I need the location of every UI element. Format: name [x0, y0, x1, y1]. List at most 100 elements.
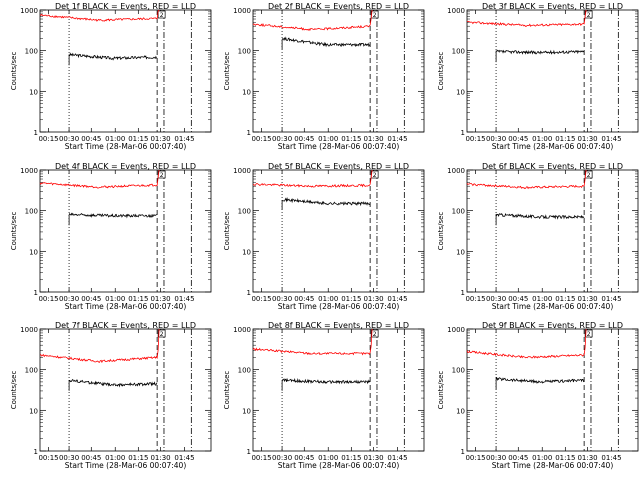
lld-series-line: [466, 328, 587, 359]
x-tick-label: 01:30: [363, 295, 383, 303]
x-tick-label: 01:30: [150, 135, 170, 143]
x-tick-label: 00:30: [59, 135, 79, 143]
x-tick-label: 00:30: [272, 135, 292, 143]
x-tick-label: 01:45: [174, 295, 194, 303]
x-tick-label: 01:00: [318, 135, 338, 143]
panel-title: Det 6f BLACK = Events, RED = LLD: [482, 162, 623, 171]
y-tick-label: 10: [242, 407, 251, 415]
x-tick-label: 01:45: [601, 454, 621, 462]
y-tick-label: 100: [238, 208, 251, 216]
plot-frame: [466, 9, 639, 133]
y-tick-label: 10: [456, 248, 465, 256]
panel-3: Det 3f BLACK = Events, RED = LLD 1 10 100 10…: [437, 2, 639, 151]
panel-9: Det 9f BLACK = Events, RED = LLD 1 10 100 10…: [437, 321, 639, 470]
panel-8: Det 8f BLACK = Events, RED = LLD 1 10 100 10…: [223, 321, 425, 470]
y-tick-label: 10: [29, 248, 38, 256]
y-tick-label: 10: [456, 407, 465, 415]
x-tick-label: 01:15: [128, 135, 148, 143]
x-tick-label: 00:45: [508, 295, 528, 303]
x-tick-label: 01:00: [318, 295, 338, 303]
x-tick-label: 01:45: [387, 135, 407, 143]
x-tick-label: 00:45: [508, 454, 528, 462]
panel-5: Det 5f BLACK = Events, RED = LLD 1 10 100 10…: [223, 162, 425, 311]
lld-series-line: [39, 328, 160, 364]
lld-series-line: [39, 169, 160, 189]
y-tick-label: 10: [242, 88, 251, 96]
x-tick-label: 01:00: [105, 135, 125, 143]
y-tick-label: 1: [461, 448, 465, 456]
marker-box: [370, 329, 379, 338]
y-tick-label: 100: [452, 208, 465, 216]
x-tick-label: 01:15: [555, 135, 575, 143]
x-tick-label: 00:45: [81, 135, 101, 143]
marker-label: 2: [373, 331, 377, 338]
y-tick-label: 1000: [233, 7, 251, 15]
panel-title: Det 7f BLACK = Events, RED = LLD: [55, 321, 196, 330]
x-tick-label: 00:30: [486, 135, 506, 143]
x-tick-label: 01:45: [174, 135, 194, 143]
panel-1: Det 1f BLACK = Events, RED = LLD 1 10 100 10…: [10, 2, 212, 151]
plot-frame: [252, 328, 425, 452]
events-series-line: [281, 196, 371, 210]
y-tick-label: 1000: [233, 326, 251, 334]
y-tick-label: 1000: [447, 7, 465, 15]
y-tick-label: 1000: [447, 167, 465, 175]
x-tick-label: 01:45: [174, 454, 194, 462]
x-axis-label: Start Time (28-Mar-06 00:07:40): [278, 302, 400, 311]
x-tick-label: 01:30: [363, 454, 383, 462]
y-tick-label: 1: [461, 289, 465, 297]
x-tick-label: 00:45: [294, 135, 314, 143]
marker-box: [584, 170, 593, 179]
x-axis-label: Start Time (28-Mar-06 00:07:40): [492, 302, 614, 311]
x-tick-label: 00:30: [59, 295, 79, 303]
x-tick-label: 00:45: [294, 295, 314, 303]
events-series-line: [495, 376, 585, 390]
plot-frame: [252, 169, 425, 293]
x-tick-label: 01:00: [532, 295, 552, 303]
y-axis-label: Counts/sec: [223, 212, 231, 251]
y-tick-label: 1: [34, 448, 38, 456]
panel-title: Det 9f BLACK = Events, RED = LLD: [482, 321, 623, 330]
x-tick-label: 00:30: [59, 454, 79, 462]
y-tick-label: 100: [452, 48, 465, 56]
x-tick-label: 00:45: [294, 454, 314, 462]
y-tick-label: 1000: [233, 167, 251, 175]
x-axis-label: Start Time (28-Mar-06 00:07:40): [278, 461, 400, 470]
y-tick-label: 100: [25, 367, 38, 375]
plot-frame: [466, 328, 639, 452]
x-tick-label: 01:15: [555, 295, 575, 303]
x-tick-label: 00:15: [38, 135, 58, 143]
y-tick-label: 10: [242, 248, 251, 256]
x-tick-label: 00:30: [272, 295, 292, 303]
panel-title: Det 5f BLACK = Events, RED = LLD: [268, 162, 409, 171]
x-tick-label: 01:30: [577, 295, 597, 303]
marker-box: [584, 329, 593, 338]
y-tick-label: 1: [247, 129, 251, 137]
events-series-line: [495, 212, 585, 226]
marker-label: 2: [587, 12, 591, 19]
y-tick-label: 1: [34, 129, 38, 137]
x-tick-label: 01:45: [601, 135, 621, 143]
x-tick-label: 00:45: [81, 295, 101, 303]
marker-label: 2: [160, 331, 164, 338]
panel-7: Det 7f BLACK = Events, RED = LLD 1 10 100 10…: [10, 321, 212, 470]
y-axis-label: Counts/sec: [10, 52, 18, 91]
x-axis-label: Start Time (28-Mar-06 00:07:40): [65, 142, 187, 151]
marker-box: [370, 10, 379, 19]
y-tick-label: 1000: [447, 326, 465, 334]
marker-label: 2: [160, 172, 164, 179]
y-tick-label: 10: [456, 88, 465, 96]
lld-series-line: [253, 169, 373, 188]
x-tick-label: 01:00: [105, 454, 125, 462]
plot-frame: [39, 328, 212, 452]
y-tick-label: 1: [247, 289, 251, 297]
y-tick-label: 10: [29, 88, 38, 96]
marker-box: [157, 329, 166, 338]
y-tick-label: 1: [34, 289, 38, 297]
x-tick-label: 00:45: [81, 454, 101, 462]
x-tick-label: 00:15: [251, 454, 271, 462]
panel-title: Det 2f BLACK = Events, RED = LLD: [268, 2, 409, 11]
events-series-line: [68, 212, 158, 226]
y-axis-label: Counts/sec: [10, 212, 18, 251]
